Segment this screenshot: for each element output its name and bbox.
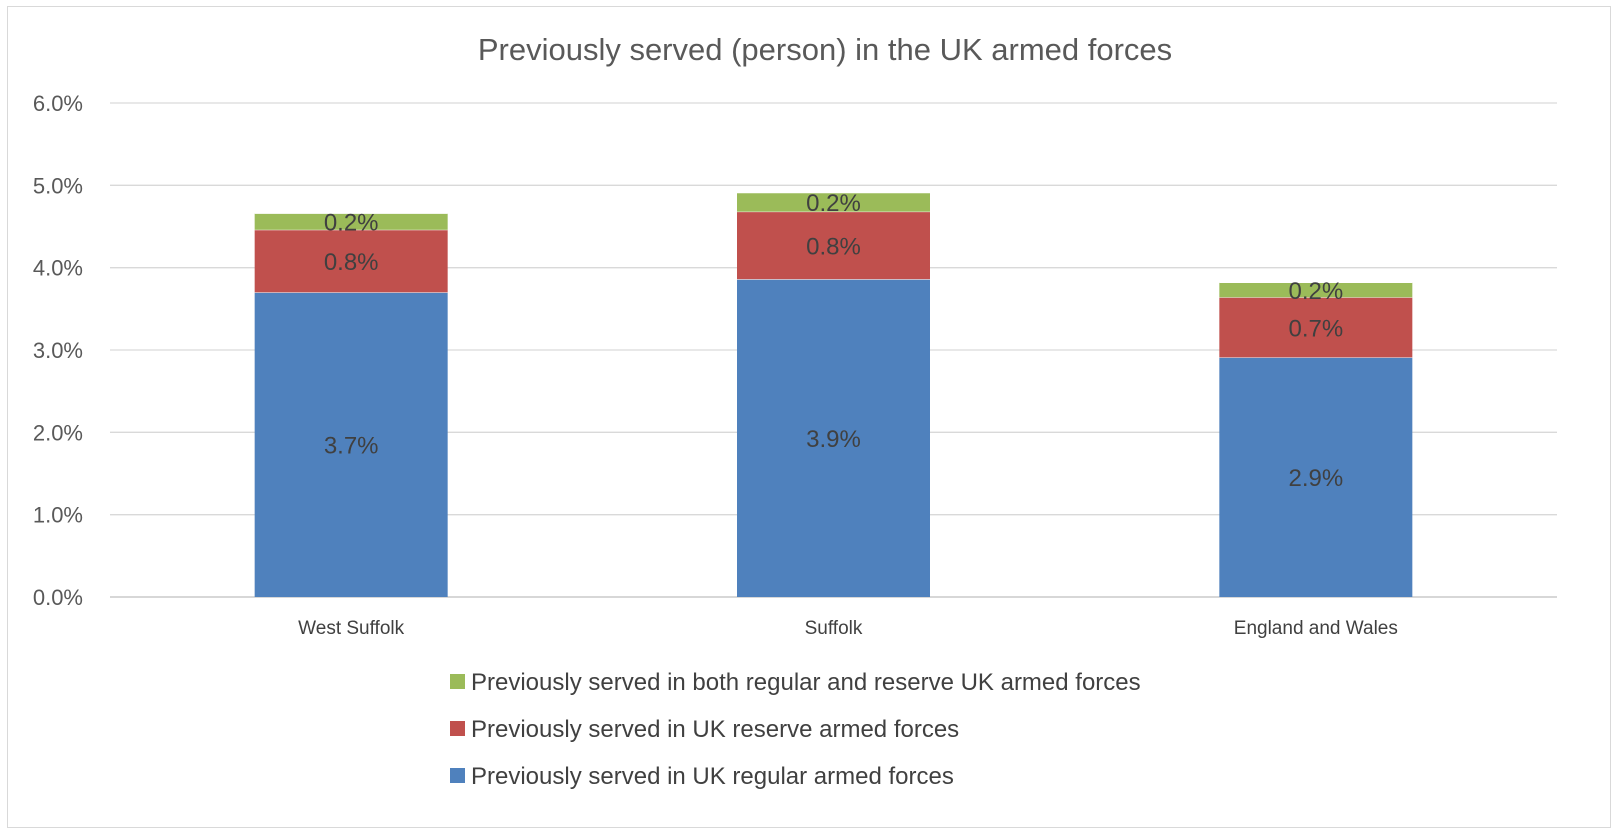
bars: 3.7% 0.8% 0.2% 3.9% 0.8% 0.2% 2.9% 0.7% 0.2% bbox=[254, 190, 1413, 597]
y-tick-label: 3.0% bbox=[33, 338, 83, 363]
x-tick-label: England and Wales bbox=[1234, 618, 1398, 639]
legend-swatch bbox=[450, 768, 465, 783]
y-tick-label: 5.0% bbox=[33, 173, 83, 198]
y-tick-label: 6.0% bbox=[33, 91, 83, 116]
data-label: 2.9% bbox=[1288, 465, 1343, 492]
y-axis: 0.0% 1.0% 2.0% 3.0% 4.0% 5.0% 6.0% bbox=[33, 91, 83, 610]
data-label: 0.2% bbox=[324, 210, 379, 237]
y-tick-label: 2.0% bbox=[33, 420, 83, 445]
bar-segment bbox=[254, 229, 448, 293]
legend-label: Previously served in UK reserve armed fo… bbox=[471, 716, 959, 743]
legend-label: Previously served in UK regular armed fo… bbox=[471, 763, 954, 790]
x-tick-label: Suffolk bbox=[805, 618, 863, 639]
bar-segment bbox=[737, 211, 930, 280]
data-label: 0.8% bbox=[806, 233, 861, 260]
y-tick-label: 1.0% bbox=[33, 503, 83, 528]
bar-segment bbox=[1219, 282, 1413, 298]
y-tick-label: 4.0% bbox=[33, 256, 83, 281]
data-label: 0.2% bbox=[1288, 278, 1343, 305]
data-label: 0.8% bbox=[324, 249, 379, 276]
bar-segment bbox=[254, 292, 448, 597]
legend-swatch bbox=[450, 674, 465, 689]
y-tick-label: 0.0% bbox=[33, 585, 83, 610]
data-label: 0.2% bbox=[806, 190, 861, 217]
data-label: 3.9% bbox=[806, 426, 861, 453]
bar-segment bbox=[1219, 357, 1413, 597]
bar-segment bbox=[1219, 297, 1413, 358]
bar-segment bbox=[254, 213, 448, 230]
chart-title: Previously served (person) in the UK arm… bbox=[478, 32, 1172, 67]
bar-segment bbox=[737, 279, 930, 597]
bar-segment bbox=[737, 192, 930, 212]
legend: Previously served in both regular and re… bbox=[450, 669, 1141, 790]
data-label: 0.7% bbox=[1288, 315, 1343, 342]
legend-label: Previously served in both regular and re… bbox=[471, 669, 1141, 696]
x-tick-label: West Suffolk bbox=[298, 618, 404, 639]
data-label: 3.7% bbox=[324, 433, 379, 460]
x-axis: West Suffolk Suffolk England and Wales bbox=[298, 618, 1398, 639]
legend-swatch bbox=[450, 721, 465, 736]
